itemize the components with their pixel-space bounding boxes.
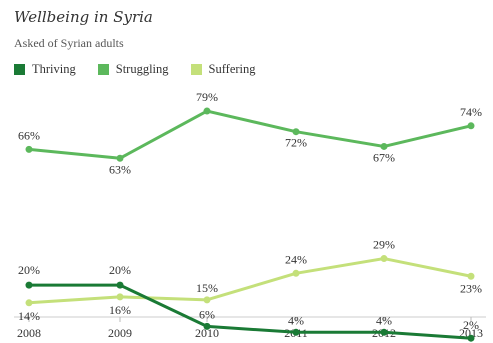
legend-swatch-thriving <box>14 64 25 75</box>
legend-label-suffering: Suffering <box>208 62 256 76</box>
legend-item-suffering: Suffering <box>190 62 256 77</box>
data-label-suffering-2009: 16% <box>109 303 131 317</box>
data-label-struggling-2008: 66% <box>18 128 40 142</box>
point-thriving-2008 <box>25 281 33 289</box>
data-label-suffering-2011: 24% <box>285 252 307 266</box>
point-struggling-2008 <box>25 145 33 153</box>
data-label-struggling-2009: 63% <box>109 162 131 176</box>
data-label-struggling-2010: 79% <box>196 90 218 104</box>
series-line-struggling <box>27 109 473 160</box>
legend: Thriving Struggling Suffering <box>14 62 278 77</box>
point-suffering-2009 <box>116 293 124 301</box>
series-line-thriving <box>27 283 473 340</box>
point-thriving-2011 <box>292 328 300 336</box>
data-label-thriving-2010: 6% <box>199 307 215 321</box>
chart-title: Wellbeing in Syria <box>14 8 153 26</box>
data-label-suffering-2010: 15% <box>196 281 218 295</box>
chart-subtitle: Asked of Syrian adults <box>14 36 124 50</box>
point-struggling-2010 <box>203 107 211 115</box>
data-label-struggling-2012: 67% <box>373 150 395 164</box>
point-struggling-2013 <box>467 122 475 130</box>
data-label-thriving-2012: 4% <box>376 313 392 327</box>
point-thriving-2012 <box>380 328 388 336</box>
data-label-suffering-2012: 29% <box>373 238 395 252</box>
x-tick-label-2008: 2008 <box>17 326 41 340</box>
point-struggling-2012 <box>380 142 388 150</box>
data-label-thriving-2013: 2% <box>463 318 479 332</box>
data-label-thriving-2008: 20% <box>18 263 40 277</box>
point-suffering-2013 <box>467 272 475 280</box>
data-label-thriving-2009: 20% <box>109 263 131 277</box>
x-tick-label-2009: 2009 <box>108 326 132 340</box>
point-suffering-2012 <box>380 255 388 263</box>
legend-swatch-struggling <box>97 64 109 75</box>
legend-label-struggling: Struggling <box>115 62 169 76</box>
point-thriving-2009 <box>116 281 124 289</box>
legend-swatch-suffering <box>190 64 202 75</box>
point-thriving-2013 <box>467 334 475 342</box>
point-struggling-2009 <box>116 154 124 162</box>
data-label-suffering-2013: 23% <box>460 281 482 295</box>
x-tick-label-2010: 2010 <box>195 326 219 340</box>
point-struggling-2011 <box>292 128 300 136</box>
point-suffering-2010 <box>203 296 211 304</box>
data-label-struggling-2013: 74% <box>460 105 482 119</box>
legend-item-thriving: Thriving <box>14 62 76 77</box>
data-label-thriving-2011: 4% <box>288 313 304 327</box>
legend-item-struggling: Struggling <box>97 62 169 77</box>
data-label-struggling-2011: 72% <box>285 136 307 150</box>
point-suffering-2011 <box>292 269 300 277</box>
series-line-suffering <box>27 257 473 305</box>
legend-label-thriving: Thriving <box>32 62 76 76</box>
point-thriving-2010 <box>203 322 211 330</box>
data-label-suffering-2008: 14% <box>18 309 40 323</box>
point-suffering-2008 <box>25 299 33 307</box>
